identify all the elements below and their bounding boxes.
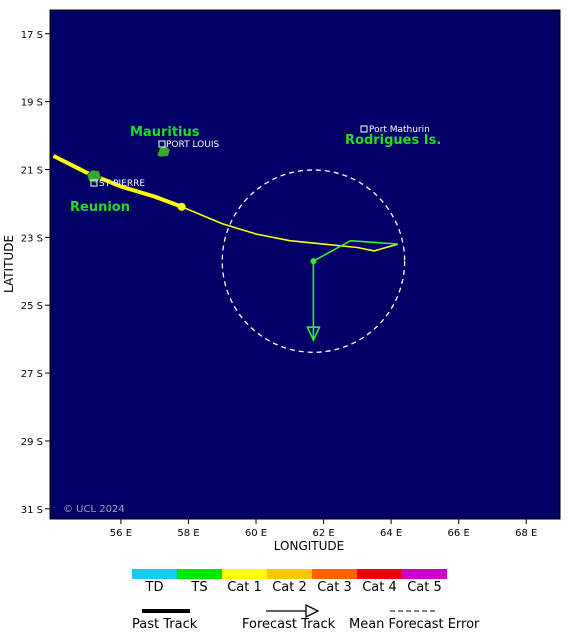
legend-swatch-ts <box>177 569 222 579</box>
map-frame <box>49 9 561 520</box>
legend-label-cat-3: Cat 3 <box>317 580 352 595</box>
legend-label-td: TD <box>145 580 164 595</box>
mauritius-island <box>156 145 171 158</box>
label-mauritius: Mauritius <box>130 125 200 140</box>
legend-swatch-cat-3 <box>312 569 357 579</box>
recent-track-line <box>181 206 399 252</box>
x-tick-label: 56 E <box>110 528 132 539</box>
error-legend-label: Mean Forecast Error <box>349 617 480 632</box>
forecast-error-circle <box>221 169 406 353</box>
category-legend: TD TS Cat 1 Cat 2 Cat 3 Cat 4 Cat 5 <box>132 569 447 595</box>
past-track-legend-label: Past Track <box>132 617 198 632</box>
labels-layer: Mauritius Rodrigues Is. Reunion PORT LOU… <box>63 125 441 515</box>
legend-swatch-cat-4 <box>357 569 402 579</box>
x-axis-title: LONGITUDE <box>274 539 344 553</box>
y-tick-label: 21 S <box>21 165 43 176</box>
y-tick-label: 27 S <box>21 369 43 380</box>
past-track-line <box>52 154 183 209</box>
y-tick-label: 29 S <box>21 437 43 448</box>
x-tick-label: 58 E <box>177 528 199 539</box>
st-pierre-marker <box>90 179 98 187</box>
x-tick-label: 66 E <box>448 528 470 539</box>
forecast-track-legend-arrow <box>305 603 320 619</box>
x-tick-label: 68 E <box>515 528 537 539</box>
forecast-start-marker <box>310 258 317 265</box>
y-axis-title: LATITUDE <box>2 235 16 293</box>
tracks-layer <box>52 154 406 353</box>
legend-label-cat-2: Cat 2 <box>272 580 307 595</box>
x-tick-label: 62 E <box>312 528 334 539</box>
legend-label-ts: TS <box>190 580 207 595</box>
ocean-background <box>50 10 560 519</box>
copyright-text: © UCL 2024 <box>63 504 125 515</box>
y-tick-label: 19 S <box>21 98 43 109</box>
track-legend: Past Track Forecast Track Mean Forecast … <box>132 603 480 632</box>
forecast-track-line <box>312 239 398 340</box>
legend-swatch-cat-1 <box>222 569 267 579</box>
y-tick-label: 17 S <box>21 30 43 41</box>
legend-label-cat-5: Cat 5 <box>407 580 442 595</box>
x-tick-label: 60 E <box>245 528 267 539</box>
label-st-pierre: ST PIERRE <box>99 179 145 189</box>
forecast-track-legend-label: Forecast Track <box>242 617 336 632</box>
port-louis-marker <box>158 140 166 148</box>
y-tick-label: 23 S <box>21 233 43 244</box>
legend-swatch-cat-5 <box>402 569 447 579</box>
legend-label-cat-4: Cat 4 <box>362 580 397 595</box>
forecast-arrow-head <box>306 326 321 343</box>
x-tick-label: 64 E <box>380 528 402 539</box>
label-reunion: Reunion <box>70 200 130 215</box>
y-tick-label: 31 S <box>21 505 43 516</box>
port-mathurin-marker <box>360 125 368 133</box>
legend-swatch-cat-2 <box>267 569 312 579</box>
label-rodrigues: Rodrigues Is. <box>345 133 441 148</box>
axis-ticks: 56 E 58 E 60 E 62 E 64 E 66 E 68 E 17 S 19 S 21 S… <box>21 30 538 539</box>
label-port-louis: PORT LOUIS <box>166 140 219 150</box>
legend-swatch-td <box>132 569 177 579</box>
label-port-mathurin: Port Mathurin <box>369 125 430 135</box>
current-position-marker <box>177 202 186 211</box>
y-tick-label: 25 S <box>21 301 43 312</box>
legend-label-cat-1: Cat 1 <box>227 580 262 595</box>
